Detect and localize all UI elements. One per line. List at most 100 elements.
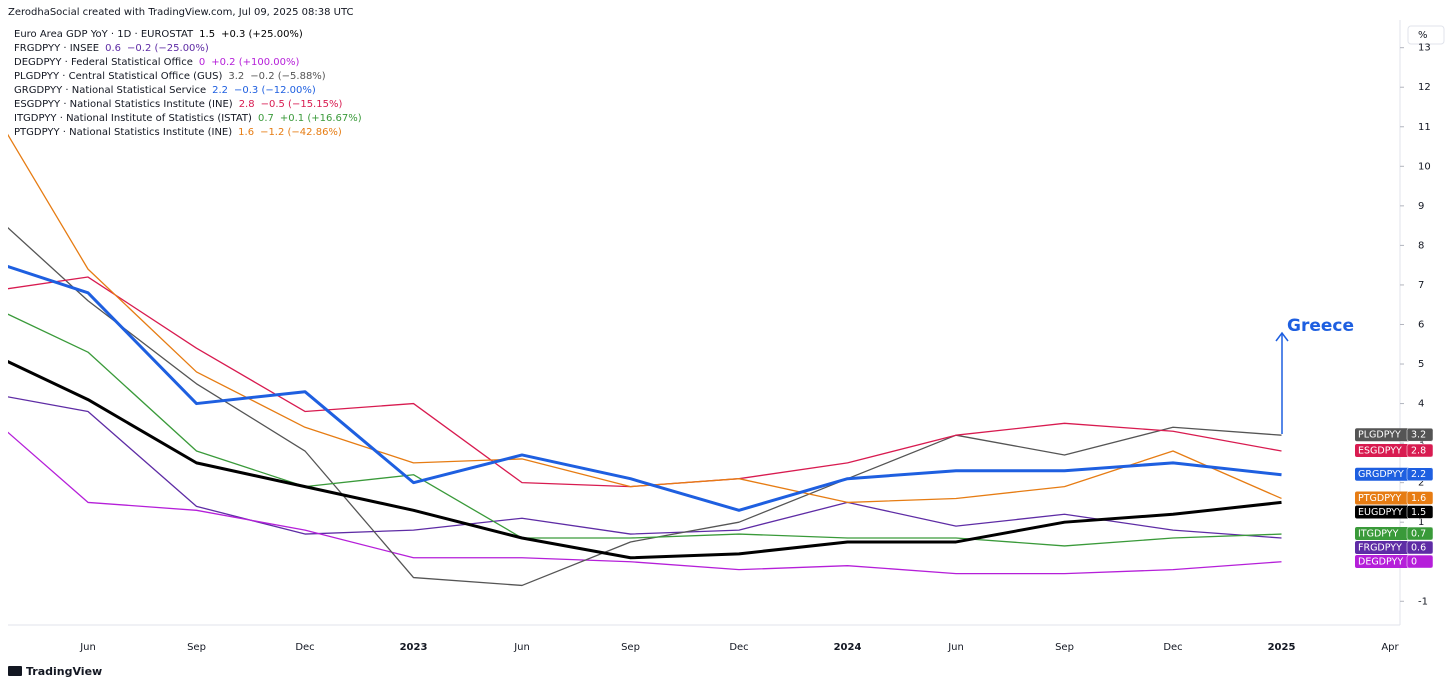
legend-change: −0.5 (−15.15%) <box>261 99 343 110</box>
badge-value-bg <box>1406 554 1434 569</box>
x-tick-label: Jun <box>947 642 964 653</box>
legend-entry: Euro Area GDP YoY · 1D · EUROSTAT 1.5 +0.3… <box>14 29 303 40</box>
badge-ticker: PLGDPYY <box>1358 430 1401 441</box>
y-tick-label: 2 <box>1418 478 1424 489</box>
series-line <box>8 226 1282 587</box>
legend-name: FRGDPYY · INSEE <box>14 43 99 54</box>
series-line <box>8 396 1282 539</box>
badge-value: 0.7 <box>1411 529 1426 540</box>
y-tick-label: 12 <box>1418 82 1431 93</box>
legend-change: +0.3 (+25.00%) <box>221 29 303 40</box>
legend-entry: GRGDPYY · National Statistical Service 2.… <box>14 85 316 96</box>
badge-ticker: ESGDPYY <box>1358 446 1402 457</box>
x-tick-label: Dec <box>295 642 314 653</box>
x-tick-label: Sep <box>621 642 640 653</box>
unit-box <box>1407 25 1445 45</box>
header: ZerodhaSocial created with TradingView.c… <box>8 7 354 18</box>
legend-entry: ITGDPYY · National Institute of Statisti… <box>14 113 362 124</box>
legend-change: +0.1 (+16.67%) <box>280 113 362 124</box>
badge-value: 0 <box>1411 557 1417 568</box>
badge-ticker: FRGDPYY <box>1358 543 1402 554</box>
legend-value: 0.7 <box>258 113 274 124</box>
y-tick-label: 6 <box>1418 319 1424 330</box>
legend-value: 1.5 <box>199 29 215 40</box>
legend-entry: FRGDPYY · INSEE 0.6 −0.2 (−25.00%) <box>14 43 209 54</box>
legend-value: 3.2 <box>228 71 244 82</box>
legend-value: 0.6 <box>105 43 121 54</box>
legend-name: GRGDPYY · National Statistical Service <box>14 85 206 96</box>
x-tick-label: 2023 <box>400 642 428 653</box>
badge-ticker: GRGDPYY <box>1358 469 1404 480</box>
badge-value: 0.6 <box>1411 543 1426 554</box>
legend-name: ESGDPYY · National Statistics Institute … <box>14 99 233 110</box>
y-tick-label: -1 <box>1418 596 1428 607</box>
x-tick-label: 2024 <box>834 642 862 653</box>
legend-value: 1.6 <box>238 127 254 138</box>
y-tick-label: 5 <box>1418 359 1424 370</box>
legend-entry: ESGDPYY · National Statistics Institute … <box>14 99 342 110</box>
footer-logo: TradingView <box>26 665 102 678</box>
badge-value: 1.5 <box>1411 507 1426 518</box>
legend-change: −0.3 (−12.00%) <box>234 85 316 96</box>
legend-entry: PLGDPYY · Central Statistical Office (GU… <box>14 71 326 82</box>
badge-ticker: PTGDPYY <box>1358 493 1402 504</box>
legend-change: −0.2 (−5.88%) <box>250 71 326 82</box>
x-tick-label: Jun <box>513 642 530 653</box>
legend-value: 2.8 <box>239 99 255 110</box>
badge-value: 2.8 <box>1411 446 1426 457</box>
y-tick-label: 10 <box>1418 161 1431 172</box>
x-tick-label: Dec <box>1163 642 1182 653</box>
legend-value: 0 <box>199 57 205 68</box>
series-line <box>8 133 1282 504</box>
badge-value: 3.2 <box>1411 430 1426 441</box>
x-tick-label: Apr <box>1381 642 1399 653</box>
tv-logo: TradingView <box>8 665 102 678</box>
y-tick-label: 4 <box>1418 399 1424 410</box>
legend-name: PTGDPYY · National Statistics Institute … <box>14 127 232 138</box>
legend-change: +0.2 (+100.00%) <box>211 57 299 68</box>
x-tick-label: Jun <box>79 642 96 653</box>
badge-value-bg <box>1406 443 1434 458</box>
legend-change: −0.2 (−25.00%) <box>127 43 209 54</box>
plot-area <box>8 133 1282 587</box>
x-tick-label: Sep <box>1055 642 1074 653</box>
series-line <box>8 313 1282 547</box>
y-tick-label: 3 <box>1418 438 1424 449</box>
y-tick-label: 9 <box>1418 201 1424 212</box>
badge-value-bg <box>1406 526 1434 541</box>
y-tick-label: 11 <box>1418 122 1431 133</box>
annotation: Greece <box>1287 316 1354 336</box>
x-tick-label: Sep <box>187 642 206 653</box>
legend-value: 2.2 <box>212 85 228 96</box>
series-line <box>8 360 1282 560</box>
x-tick-label: Dec <box>729 642 748 653</box>
badge-value-bg <box>1406 540 1434 555</box>
legend-name: DEGDPYY · Federal Statistical Office <box>14 57 193 68</box>
y-tick-label: 13 <box>1418 43 1431 54</box>
badge-ticker: EUGDPYY <box>1358 507 1403 518</box>
unit-label: % <box>1418 30 1428 41</box>
legend-change: −1.2 (−42.86%) <box>260 127 342 138</box>
legend-entry: PTGDPYY · National Statistics Institute … <box>14 127 342 138</box>
annotation-arrowhead <box>1275 331 1289 342</box>
y-tick-label: 8 <box>1418 240 1424 251</box>
series-line <box>8 431 1282 575</box>
legend-entry: DEGDPYY · Federal Statistical Office 0 +0.… <box>14 57 299 68</box>
badge-ticker: DEGDPYY <box>1358 557 1403 568</box>
legend-name: Euro Area GDP YoY · 1D · EUROSTAT <box>14 29 194 40</box>
badge-value-bg <box>1406 491 1434 505</box>
legend-name: ITGDPYY · National Institute of Statisti… <box>14 113 252 124</box>
badge-value-bg <box>1406 467 1434 481</box>
badge-ticker: ITGDPYY <box>1358 529 1399 540</box>
badge-value-bg <box>1406 427 1434 442</box>
badge-value: 2.2 <box>1411 469 1426 480</box>
y-tick-label: 7 <box>1418 280 1424 291</box>
y-tick-label: 1 <box>1418 517 1424 528</box>
series-line <box>8 265 1282 512</box>
legend-name: PLGDPYY · Central Statistical Office (GU… <box>14 71 222 82</box>
badge-value: 1.6 <box>1411 493 1426 504</box>
badge-value-bg <box>1406 505 1434 519</box>
